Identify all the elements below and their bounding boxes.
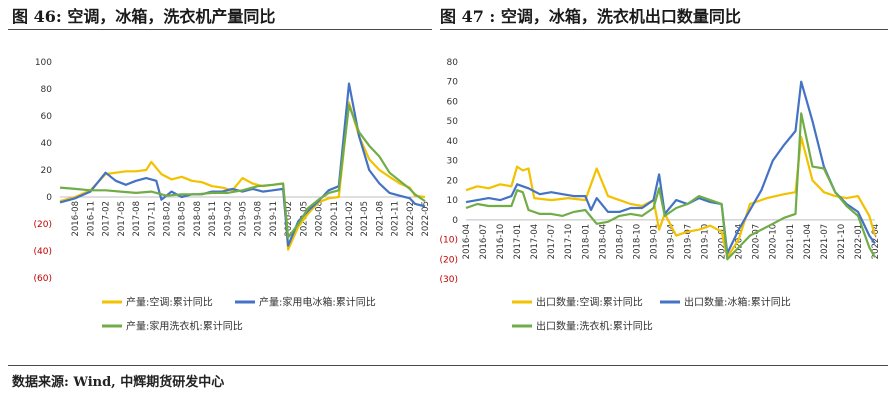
right-y-tick-label: 20 — [447, 176, 459, 186]
right-y-tick-label: 50 — [447, 117, 459, 127]
left-x-tick-label: 2021-02 — [345, 201, 355, 237]
right-y-tick-label: (20) — [440, 255, 458, 265]
right-y-tick-label: 10 — [447, 196, 459, 206]
left-chart-title: 图 46: 空调，冰箱，洗衣机产量同比 — [12, 7, 276, 26]
left-x-tick-label: 2021-08 — [375, 201, 385, 237]
right-legend-label-3: 出口数量:洗衣机:累计同比 — [536, 320, 653, 333]
left-x-tick-label: 2016-08 — [71, 201, 81, 237]
right-x-tick-label: 2021-10 — [837, 224, 847, 260]
right-x-tick-label: 2019-10 — [701, 224, 711, 260]
right-y-tick-label: 40 — [447, 137, 459, 147]
right-y-tick-label: 70 — [447, 78, 459, 88]
right-x-tick-label: 2020-10 — [769, 224, 779, 260]
source-rule — [8, 365, 888, 366]
right-x-tick-label: 2018-10 — [632, 224, 642, 260]
left-legend-label-1: 产量:空调:累计同比 — [126, 296, 213, 309]
left-x-tick-label: 2017-08 — [132, 201, 142, 237]
left-x-tick-label: 2019-02 — [223, 201, 233, 237]
left-legend-label-2: 产量:家用电冰箱:累计同比 — [259, 296, 376, 309]
left-x-tick-label: 2021-05 — [360, 201, 370, 237]
right-x-tick-label: 2018-04 — [598, 224, 608, 260]
left-y-tick-label: (60) — [34, 274, 52, 284]
right-legend-label-1: 出口数量:空调:累计同比 — [536, 296, 643, 309]
left-x-tick-label: 2018-02 — [162, 201, 172, 237]
right-x-tick-label: 2017-07 — [547, 224, 557, 260]
left-y-tick-label: 20 — [41, 166, 53, 176]
left-y-tick-label: 80 — [41, 85, 53, 95]
left-x-tick-label: 2018-05 — [178, 201, 188, 237]
left-x-tick-label: 2020-11 — [330, 201, 340, 237]
right-x-tick-label: 2019-07 — [684, 224, 694, 260]
right-y-tick-label: 80 — [447, 58, 459, 68]
right-chart-title: 图 47 : 空调，冰箱，洗衣机出口数量同比 — [440, 7, 741, 26]
right-legend-label-2: 出口数量:冰箱:累计同比 — [684, 296, 791, 309]
right-x-tick-label: 2021-07 — [820, 224, 830, 260]
right-x-tick-label: 2021-01 — [786, 224, 796, 260]
right-y-tick-label: 0 — [452, 216, 458, 226]
left-legend-label-3: 产量:家用洗衣机:累计同比 — [126, 320, 243, 333]
right-title-rule — [440, 29, 888, 30]
left-y-tick-label: (40) — [34, 247, 52, 257]
left-x-tick-label: 2018-08 — [193, 201, 203, 237]
left-x-tick-label: 2016-11 — [86, 201, 96, 237]
right-x-tick-label: 2020-01 — [718, 224, 728, 260]
left-series-line-2 — [59, 82, 426, 247]
right-chart: 80 70 60 50 40 30 20 10 0 (10) (20) (30) 2016-04 2016… — [440, 58, 881, 333]
left-x-tick-label: 2021-11 — [391, 201, 401, 237]
right-x-tick-label: 2020-07 — [752, 224, 762, 260]
left-series-line-3 — [59, 104, 426, 239]
right-x-tick-label: 2016-10 — [496, 224, 506, 260]
left-title-rule — [8, 29, 432, 30]
right-x-tick-label: 2019-01 — [649, 224, 659, 260]
right-x-tick-label: 2017-01 — [513, 224, 523, 260]
left-y-tick-label: (20) — [34, 220, 52, 230]
left-x-tick-label: 2019-11 — [269, 201, 279, 237]
left-x-tick-label: 2019-08 — [254, 201, 264, 237]
right-y-tick-label: (10) — [440, 236, 458, 246]
left-y-tick-label: 40 — [41, 139, 53, 149]
left-chart: 100 80 60 40 20 0 (20) (40) (60) 2016-08 2016-11 20… — [34, 58, 431, 333]
left-y-tick-label: 100 — [35, 58, 52, 68]
right-x-tick-label: 2020-04 — [735, 224, 745, 260]
left-series-line-1 — [59, 101, 426, 251]
right-x-tick-label: 2022-04 — [871, 224, 881, 260]
right-x-tick-label: 2016-07 — [479, 224, 489, 260]
left-x-tick-label: 2022-02 — [406, 201, 416, 237]
right-x-tick-label: 2021-04 — [803, 224, 813, 260]
left-y-tick-label: 60 — [41, 112, 53, 122]
right-x-tick-label: 2018-01 — [581, 224, 591, 260]
right-x-tick-label: 2019-04 — [667, 224, 677, 260]
left-x-tick-label: 2022-05 — [421, 201, 431, 237]
left-x-tick-label: 2017-05 — [117, 201, 127, 237]
right-x-tick-label: 2017-10 — [564, 224, 574, 260]
right-x-tick-label: 2022-01 — [854, 224, 864, 260]
right-x-tick-label: 2018-07 — [615, 224, 625, 260]
right-x-tick-label: 2016-04 — [462, 224, 472, 260]
left-x-tick-label: 2020-08 — [315, 201, 325, 237]
right-y-tick-label: (30) — [440, 275, 458, 285]
left-x-tick-label: 2017-02 — [102, 201, 112, 237]
left-y-tick-label: 0 — [46, 193, 52, 203]
right-series-line-3 — [465, 112, 876, 261]
left-x-tick-label: 2020-02 — [284, 201, 294, 237]
left-x-tick-label: 2019-05 — [239, 201, 249, 237]
left-x-tick-label: 2017-11 — [147, 201, 157, 237]
source-note: 数据来源: Wind, 中辉期货研发中心 — [12, 375, 225, 390]
right-y-tick-label: 30 — [447, 157, 459, 167]
left-x-tick-label: 2018-11 — [208, 201, 218, 237]
right-x-tick-label: 2017-04 — [530, 224, 540, 260]
right-y-tick-label: 60 — [447, 97, 459, 107]
